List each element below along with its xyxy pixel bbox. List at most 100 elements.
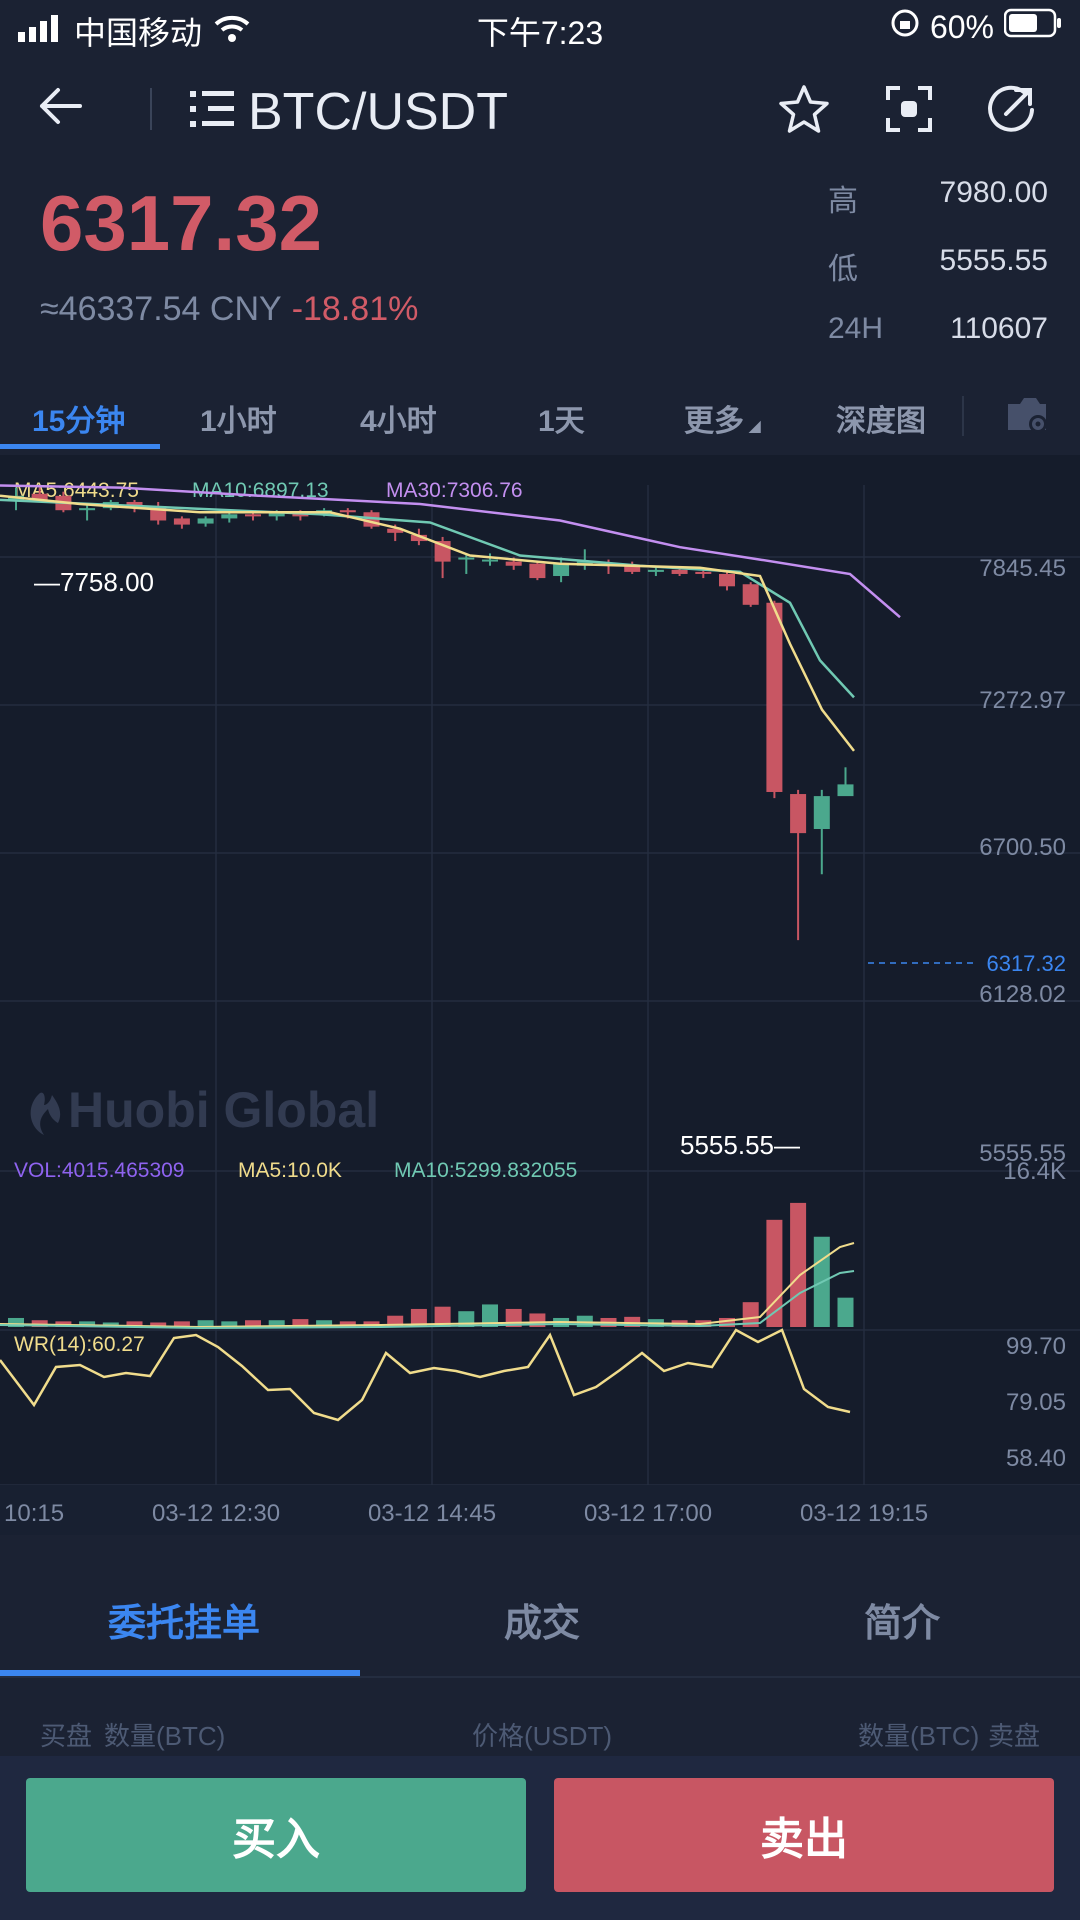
volume-bar [434, 1306, 451, 1327]
wr-tick-3: 58.40 [1006, 1445, 1066, 1472]
stat-high-label: 高 [828, 185, 858, 218]
vol-ma5-line [0, 1242, 855, 1329]
x-tick-4: 03-12 17:00 [584, 1500, 712, 1527]
divider [0, 1676, 1080, 1678]
volume-bar [339, 1321, 356, 1327]
tab-1d[interactable]: 1天 [538, 405, 585, 438]
candle-body [790, 794, 807, 834]
tab-depth[interactable]: 深度图 [836, 405, 926, 438]
book-buy-label: 买盘 [40, 1721, 93, 1751]
candle-body [813, 796, 830, 830]
wr-label: WR(14):60.27 [14, 1333, 145, 1356]
stat-low: 低 5555.55 [828, 244, 1048, 312]
volume-bar [482, 1304, 498, 1327]
x-tick-3: 03-12 14:45 [368, 1500, 496, 1527]
current-price-label: 6317.32 [986, 951, 1066, 976]
stat-volume: 24H 110607 [828, 312, 1048, 380]
ma30-label: MA30:7306.76 [386, 479, 523, 502]
volume-bar [790, 1202, 807, 1327]
ma10-label: MA10:6897.13 [192, 479, 329, 502]
rotation-lock-icon [890, 8, 920, 46]
tab-more[interactable]: 更多 ◢ [684, 396, 761, 440]
volume-bar [79, 1321, 96, 1327]
tab-4h[interactable]: 4小时 [360, 405, 437, 438]
candle-body [458, 557, 475, 560]
candle-body [766, 602, 783, 792]
signal-icon [18, 13, 62, 50]
share-icon[interactable] [986, 84, 1036, 139]
volume-bar [292, 1319, 309, 1327]
y-tick-2: 7272.97 [979, 687, 1066, 714]
volume-bar [221, 1321, 238, 1327]
vol-ma10-line [0, 1270, 855, 1330]
candle-body [410, 534, 427, 542]
candle-body [339, 510, 356, 513]
candle-body [482, 559, 498, 562]
volume-bar [197, 1320, 214, 1327]
kline-svg[interactable]: MA5:6443.75 MA10:6897.13 MA30:7306.76 78… [0, 455, 1080, 1535]
back-arrow-icon[interactable] [36, 84, 84, 133]
screenshot-icon[interactable] [886, 86, 932, 137]
ma10-line [0, 498, 855, 699]
huobi-logo-watermark: Huobi Global [30, 1082, 379, 1138]
vol-label: VOL:4015.465309 [14, 1159, 184, 1182]
min-price-value: 5555.55 [680, 1130, 774, 1160]
vol-ma5-label: MA5:10.0K [238, 1159, 342, 1182]
tab-divider [962, 396, 964, 436]
candle-body [79, 508, 96, 511]
favorite-star-icon[interactable] [778, 84, 830, 139]
wr-line [0, 1328, 851, 1422]
kline-chart[interactable]: MA5:6443.75 MA10:6897.13 MA30:7306.76 78… [0, 455, 1080, 1535]
volume-bar [742, 1302, 759, 1327]
price-change: -18.81% [291, 290, 419, 328]
y-tick-4: 6128.02 [979, 981, 1066, 1008]
ma5-line [0, 494, 855, 752]
active-tab-indicator [0, 444, 160, 449]
y-tick-3: 6700.50 [979, 834, 1066, 861]
volume-bar [624, 1316, 641, 1327]
sell-button[interactable]: 卖出 [554, 1778, 1054, 1892]
candle-body [647, 569, 664, 572]
candle-body [221, 514, 238, 519]
buy-button[interactable]: 买入 [26, 1778, 526, 1892]
stat-volume-label: 24H [828, 312, 884, 345]
watermark-text: Huobi Global [68, 1082, 379, 1138]
ticker-stats: 高 7980.00 低 5555.55 24H 110607 [828, 176, 1048, 380]
chart-settings-icon[interactable] [1006, 392, 1050, 441]
cny-price: ≈46337.54 CNY [40, 290, 282, 328]
x-tick-5: 03-12 19:15 [800, 1500, 928, 1527]
tab-15min[interactable]: 15分钟 [32, 405, 126, 438]
candle-body [126, 501, 143, 507]
book-sell-label: 卖盘 [988, 1721, 1041, 1751]
candle-body [529, 563, 546, 579]
volume-bar [150, 1322, 167, 1327]
volume-bar [316, 1320, 333, 1327]
candle-body [197, 518, 214, 524]
tab-intro[interactable]: 简介 [864, 1603, 941, 1645]
volume-bar [8, 1317, 24, 1327]
volume-bar [387, 1315, 404, 1327]
max-price-value: 7758.00 [60, 567, 154, 597]
dropdown-triangle-icon: ◢ [744, 418, 761, 435]
candle-body [624, 565, 641, 572]
symbol-selector[interactable]: BTC/USDT [190, 82, 508, 142]
tab-trades[interactable]: 成交 [504, 1603, 581, 1645]
candle-body [245, 514, 261, 517]
tab-open-orders[interactable]: 委托挂单 [108, 1603, 261, 1645]
detail-tabs: 委托挂单 成交 简介 [0, 1560, 1080, 1676]
menu-list-icon [190, 82, 234, 142]
stat-low-label: 低 [828, 253, 858, 286]
volume-bar [245, 1320, 261, 1327]
volume-bar [719, 1317, 735, 1327]
tab-1h[interactable]: 1小时 [200, 405, 277, 438]
x-tick-2: 03-12 12:30 [152, 1500, 280, 1527]
candle-body [268, 512, 285, 517]
wr-tick-1: 99.70 [1006, 1333, 1066, 1360]
wr-tick-2: 79.05 [1006, 1389, 1066, 1416]
wifi-icon [214, 13, 250, 50]
last-price: 6317.32 [40, 179, 322, 267]
book-qty-right: 数量(BTC) [858, 1721, 980, 1751]
max-price-marker: —7758.00 [34, 567, 154, 597]
stat-low-value: 5555.55 [939, 244, 1048, 277]
candle-body [671, 569, 688, 574]
